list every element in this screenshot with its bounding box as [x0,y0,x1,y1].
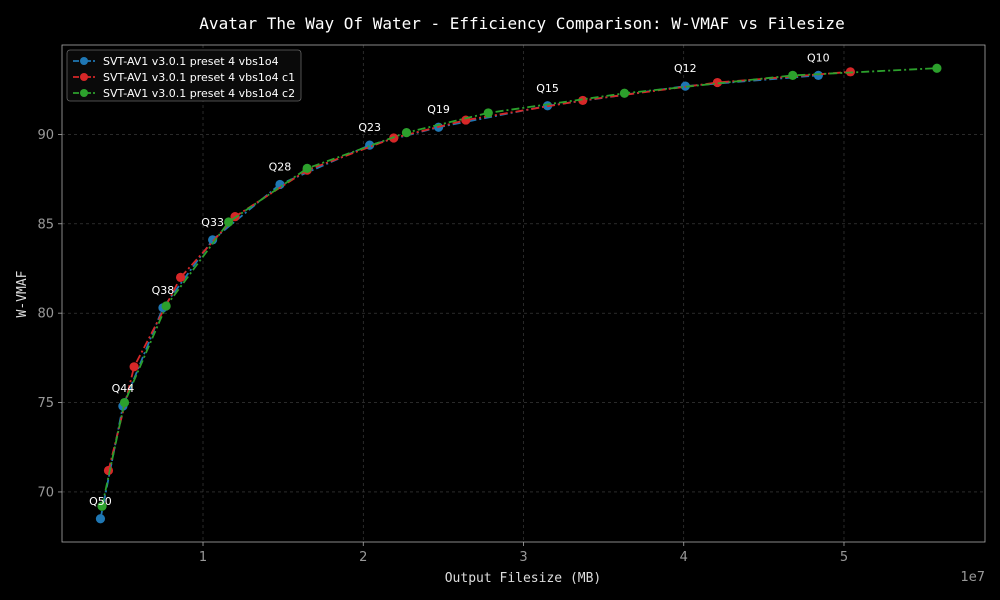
data-point [932,63,942,73]
quality-label: Q28 [269,160,292,173]
legend-item: SVT-AV1 v3.0.1 preset 4 vbs1o4 c2 [73,87,295,100]
quality-label: Q33 [201,216,224,229]
x-axis-offset-label: 1e7 [960,570,985,585]
legend-label: SVT-AV1 v3.0.1 preset 4 vbs1o4 c1 [103,71,295,84]
series-1 [95,70,823,524]
data-point [712,77,722,88]
chart-title: Avatar The Way Of Water - Efficiency Com… [199,14,844,33]
x-axis-label: Output Filesize (MB) [445,571,602,586]
quality-label: Q19 [427,103,450,116]
series-line [99,74,819,519]
x-tick-label: 4 [680,550,688,565]
y-tick-label: 85 [37,217,54,232]
legend-marker [80,73,88,81]
quality-label: Q38 [152,284,175,297]
x-tick-label: 1 [199,550,207,565]
y-tick-label: 75 [37,396,54,411]
legend-label: SVT-AV1 v3.0.1 preset 4 vbs1o4 c2 [103,87,295,100]
quality-label: Q15 [536,82,559,95]
x-tick-label: 5 [840,550,848,565]
legend-label: SVT-AV1 v3.0.1 preset 4 vbs1o4 [103,55,279,68]
y-tick-label: 80 [37,307,54,322]
data-point [788,70,798,80]
quality-label: Q12 [674,62,697,75]
data-point [813,70,823,80]
legend-marker [80,57,88,65]
data-point [483,108,493,118]
data-point [302,163,312,173]
data-point [95,514,106,524]
y-tick-label: 70 [37,485,54,500]
quality-label: Q50 [89,495,112,508]
tick-layer: 1 2 3 4 5 70 75 80 85 90 [37,128,848,565]
legend-item: SVT-AV1 v3.0.1 preset 4 vbs1o4 c1 [73,71,295,84]
data-point [129,362,139,372]
legend-marker [80,89,88,97]
series-3 [97,63,942,511]
data-point [619,88,630,98]
legend-item: SVT-AV1 v3.0.1 preset 4 vbs1o4 [73,55,279,68]
x-tick-label: 2 [359,550,367,565]
series-line [101,67,937,507]
series-line [107,70,851,471]
data-point [224,217,234,227]
data-point [175,272,186,283]
data-point [161,301,171,311]
data-point [208,235,218,245]
series-2 [103,67,855,476]
legend-box [66,49,302,102]
quality-label: Q44 [112,382,135,395]
data-point [119,397,130,408]
data-point [401,128,412,138]
x-tick-label: 3 [519,550,527,565]
legend: SVT-AV1 v3.0.1 preset 4 vbs1o4 SVT-AV1 v3… [66,49,302,102]
data-point [578,95,588,106]
quality-label: Q23 [358,121,381,134]
y-axis-label: W-VMAF [15,270,30,317]
grid-layer [62,45,985,542]
annotation-layer: Q50 Q44 Q38 Q33 Q28 Q23 Q19 Q15 Q12 Q10 [89,51,830,507]
data-point [97,501,107,511]
quality-label: Q10 [807,51,830,64]
series-layer [95,63,942,524]
y-tick-label: 90 [37,128,54,143]
data-point [275,179,285,190]
